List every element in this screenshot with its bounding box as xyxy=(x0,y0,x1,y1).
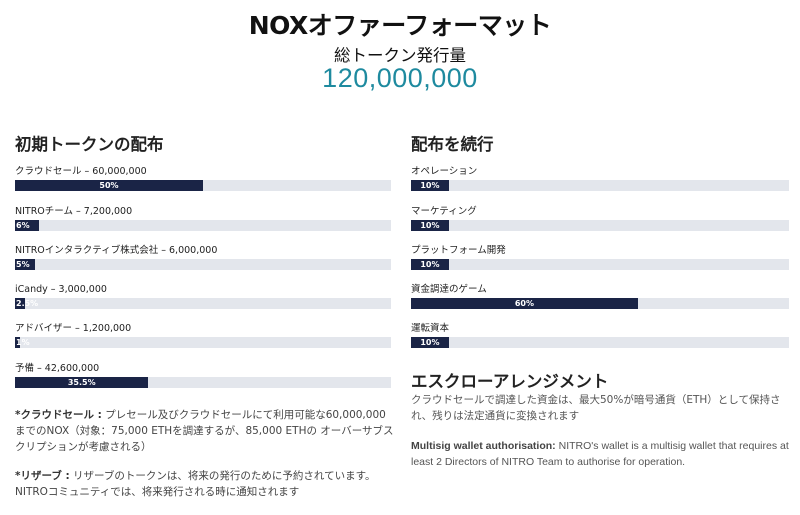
continued-item-platform: プラットフォーム開発 10% xyxy=(411,245,789,270)
distribution-item-label: 予備 – 42,600,000 xyxy=(15,363,100,374)
progress-percent-label: 10% xyxy=(420,338,440,347)
progress-fill: 50% xyxy=(15,180,203,191)
crowdsale-note-label: *クラウドセール : xyxy=(15,409,102,421)
progress-track: 6% xyxy=(15,220,391,231)
progress-track: 35.5% xyxy=(15,377,391,388)
distribution-item-team: NITROチーム – 7,200,000 6% xyxy=(15,206,391,231)
page-title: NOXオファーフォーマット xyxy=(248,11,552,40)
progress-track: 10% xyxy=(411,337,789,348)
continued-item-working-capital: 運転資本 10% xyxy=(411,323,789,348)
progress-percent-label: 10% xyxy=(420,221,440,230)
distribution-item-label: NITROインタラクティブ株式会社 – 6,000,000 xyxy=(15,245,218,256)
total-supply-value: 120,000,000 xyxy=(322,63,478,93)
continued-item-label: マーケティング xyxy=(411,206,477,217)
progress-track: 50% xyxy=(15,180,391,191)
page-subtitle: 総トークン発行量 xyxy=(334,46,466,65)
crowdsale-note: *クラウドセール : プレセール及びクラウドセールにて利用可能な60,000,0… xyxy=(15,407,395,455)
escrow-title: エスクローアレンジメント xyxy=(411,372,609,391)
continued-item-label: 運転資本 xyxy=(411,323,450,334)
initial-distribution-title: 初期トークンの配布 xyxy=(15,135,164,154)
continued-distribution-title: 配布を続行 xyxy=(411,135,494,154)
continued-item-marketing: マーケティング 10% xyxy=(411,206,789,231)
distribution-item-interactive: NITROインタラクティブ株式会社 – 6,000,000 5% xyxy=(15,245,391,270)
continued-item-label: プラットフォーム開発 xyxy=(411,245,506,256)
progress-fill: 2.5% xyxy=(15,298,38,309)
distribution-item-crowdsale: クラウドセール – 60,000,000 50% xyxy=(15,166,391,191)
progress-percent-label: 50% xyxy=(99,181,119,190)
initial-distribution-section: 初期トークンの配布 クラウドセール – 60,000,000 50% NITRO… xyxy=(15,135,391,388)
progress-percent-label: 2.5% xyxy=(16,299,39,308)
distribution-item-label: NITROチーム – 7,200,000 xyxy=(15,206,133,217)
reserve-note-text: リザーブのトークンは、将来の発行のために予約されています。NITROコミュニティ… xyxy=(15,470,376,498)
continued-item-fundraising-games: 資金調達のゲーム 60% xyxy=(411,284,789,309)
progress-percent-label: 10% xyxy=(420,260,440,269)
progress-fill: 10% xyxy=(411,180,449,191)
distribution-item-reserve: 予備 – 42,600,000 35.5% xyxy=(15,363,391,388)
progress-track: 60% xyxy=(411,298,789,309)
continued-item-operations: オペレーション 10% xyxy=(411,166,789,191)
progress-fill: 10% xyxy=(411,220,449,231)
progress-percent-label: 1% xyxy=(16,338,30,347)
progress-track: 10% xyxy=(411,180,789,191)
continued-item-label: 資金調達のゲーム xyxy=(411,284,487,295)
progress-track: 10% xyxy=(411,259,789,270)
progress-track: 5% xyxy=(15,259,391,270)
progress-fill: 10% xyxy=(411,337,449,348)
distribution-item-advisors: アドバイザー – 1,200,000 1% xyxy=(15,323,391,348)
progress-fill: 60% xyxy=(411,298,638,309)
continued-distribution-section: 配布を続行 オペレーション 10% マーケティング 10% プラットフォーム開発… xyxy=(411,135,789,348)
reserve-note-label: *リザーブ : xyxy=(15,470,70,482)
distribution-item-icandy: iCandy – 3,000,000 2.5% xyxy=(15,284,391,309)
progress-track: 2.5% xyxy=(15,298,391,309)
progress-track: 10% xyxy=(411,220,789,231)
distribution-item-label: iCandy – 3,000,000 xyxy=(15,284,107,295)
progress-percent-label: 10% xyxy=(420,181,440,190)
progress-fill: 6% xyxy=(15,220,39,231)
multisig-label: Multisig wallet authorisation: xyxy=(411,440,556,452)
multisig-text: NITRO's wallet is a multisig wallet that… xyxy=(411,440,789,468)
distribution-item-label: クラウドセール – 60,000,000 xyxy=(15,166,147,177)
progress-percent-label: 35.5% xyxy=(67,378,96,387)
progress-fill: 10% xyxy=(411,259,449,270)
distribution-item-label: アドバイザー – 1,200,000 xyxy=(15,323,132,334)
reserve-note: *リザーブ : リザーブのトークンは、将来の発行のために予約されています。NIT… xyxy=(15,468,395,500)
progress-percent-label: 6% xyxy=(16,221,30,230)
progress-fill: 1% xyxy=(15,337,30,348)
footnotes: *クラウドセール : プレセール及びクラウドセールにて利用可能な60,000,0… xyxy=(15,407,395,513)
escrow-description: クラウドセールで調達した資金は、最大50%が暗号通貨（ETH）として保持され、残… xyxy=(411,394,781,422)
progress-fill: 35.5% xyxy=(15,377,149,388)
progress-percent-label: 60% xyxy=(514,299,534,308)
progress-percent-label: 5% xyxy=(16,260,30,269)
crowdsale-note-text: プレセール及びクラウドセールにて利用可能な60,000,000までのNOX（対象… xyxy=(15,409,394,453)
progress-track: 1% xyxy=(15,337,391,348)
continued-item-label: オペレーション xyxy=(411,166,478,177)
multisig-note: Multisig wallet authorisation: NITRO's w… xyxy=(411,438,789,470)
progress-fill: 5% xyxy=(15,259,35,270)
